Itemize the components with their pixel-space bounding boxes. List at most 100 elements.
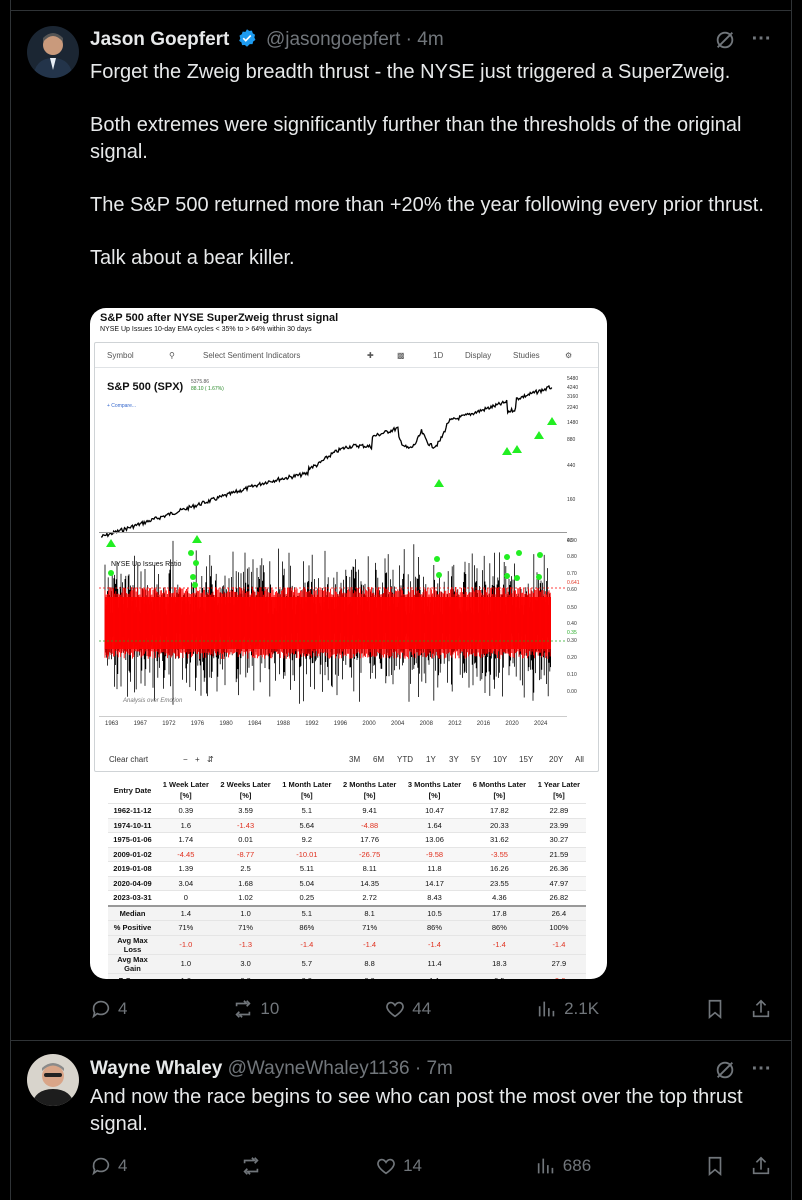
osc-axis-label: 0.40 — [567, 621, 577, 627]
heart-icon — [377, 1158, 395, 1175]
table-cell: 30.27 — [531, 832, 586, 847]
table-cell: 8.11 — [337, 861, 403, 876]
spx-price-line — [100, 384, 553, 538]
table-cell: 11.4 — [402, 953, 467, 973]
signal-marker — [512, 445, 522, 453]
range-button[interactable]: All — [575, 755, 584, 764]
repost-button[interactable]: 10 — [232, 998, 279, 1020]
more-options-icon[interactable]: ··· — [751, 1058, 772, 1080]
views-button[interactable]: 2.1K — [536, 998, 599, 1020]
table-cell: 18.3 — [466, 953, 532, 973]
reply-time[interactable]: 7m — [426, 1058, 453, 1079]
range-button[interactable]: 3Y — [449, 755, 459, 764]
table-cell: 3.04 — [156, 875, 215, 891]
year-tick-label: 2024 — [534, 721, 548, 727]
post-paragraph: Talk about a bear killer. — [90, 247, 295, 269]
verified-badge-icon — [237, 28, 257, 54]
table-cell: 8.43 — [402, 890, 467, 906]
range-button[interactable]: 20Y — [549, 755, 564, 764]
grok-icon[interactable] — [714, 29, 736, 51]
attached-chart-image[interactable]: S&P 500 after NYSE SuperZweig thrust sig… — [90, 308, 607, 979]
author-avatar[interactable] — [27, 26, 79, 78]
osc-axis-label: 0.80 — [567, 554, 577, 560]
repost-button[interactable] — [240, 1155, 262, 1177]
studies-menu[interactable]: Studies — [513, 351, 540, 360]
like-count: 44 — [412, 999, 432, 1018]
fit-icon[interactable]: ⇵ — [207, 755, 214, 764]
price-axis-label: 3160 — [567, 394, 579, 400]
author-name[interactable]: Jason Goepfert — [90, 29, 230, 50]
range-button[interactable]: YTD — [397, 755, 413, 764]
summary-row: Avg Max Gain 1.0 3.0 5.7 8.8 11.4 18.3 27.9 — [108, 953, 586, 973]
reply-author-handle[interactable]: @WayneWhaley1136 — [227, 1058, 410, 1079]
spx-label: S&P 500 (SPX) — [107, 381, 184, 393]
table-cell: -1.4 — [337, 934, 403, 954]
table-cell: 71% — [337, 920, 403, 935]
chart-type-icon[interactable]: ▩ — [397, 351, 405, 360]
views-button[interactable]: 686 — [535, 1155, 591, 1177]
table-cell: -1.0 — [156, 934, 215, 954]
reply-count: 4 — [118, 999, 128, 1018]
reply-button[interactable]: 4 — [90, 1155, 127, 1177]
symbol-field[interactable]: Symbol — [107, 351, 134, 360]
search-icon[interactable]: ⚲ — [169, 351, 175, 360]
pane-divider — [99, 532, 567, 533]
chart-title: S&P 500 after NYSE SuperZweig thrust sig… — [100, 312, 339, 324]
zoom-out-icon[interactable]: − — [183, 755, 188, 764]
stats-table: Entry Date 1 Week Later [%] 2 Weeks Later … — [108, 777, 586, 979]
separator-dot: · — [414, 1058, 422, 1079]
post-header: Jason Goepfert @jasongoepfert · 4m — [90, 28, 444, 54]
zoom-in-icon[interactable]: + — [195, 755, 200, 764]
crosshair-icon[interactable]: ✚ — [367, 351, 374, 360]
table-cell: 1.0 — [156, 972, 215, 979]
price-axis-label: 1480 — [567, 420, 579, 426]
bookmark-icon[interactable] — [704, 1155, 726, 1177]
table-row: 2009-01-02 -4.45 -8.77 -10.01 -26.75 -9.58 -3.… — [108, 846, 586, 862]
range-button[interactable]: 10Y — [493, 755, 508, 764]
ratio-red-noise — [104, 587, 551, 659]
more-options-icon[interactable]: ··· — [751, 28, 772, 50]
signal-marker — [192, 535, 202, 543]
post-divider — [10, 1040, 792, 1041]
table-cell: -4.88 — [337, 817, 403, 833]
settings-gear-icon[interactable]: ⚙ — [565, 351, 573, 360]
range-button[interactable]: 3M — [349, 755, 361, 764]
price-axis-label: 5480 — [567, 376, 579, 382]
range-button[interactable]: 15Y — [519, 755, 534, 764]
table-cell: 1.64 — [402, 817, 467, 833]
post-time[interactable]: 4m — [417, 29, 444, 50]
share-icon[interactable] — [750, 998, 772, 1020]
clear-chart-button[interactable]: Clear chart — [109, 755, 149, 764]
indicator-select[interactable]: Select Sentiment Indicators — [203, 351, 301, 360]
compare-link[interactable]: + Compare... — [107, 403, 137, 409]
osc-axis-label: 0.10 — [567, 672, 577, 678]
display-menu[interactable]: Display — [465, 351, 492, 360]
table-header-cell: 1 Month Later [%] — [282, 780, 332, 800]
range-button[interactable]: 6M — [373, 755, 385, 764]
post-top-icons: ··· — [714, 28, 772, 51]
like-count: 14 — [403, 1156, 422, 1175]
table-cell: 71% — [214, 920, 277, 935]
summary-row: Avg Max Loss -1.0 -1.3 -1.4 -1.4 -1.4 -1.4 -1.4 — [108, 934, 586, 954]
post-paragraph: Both extremes were significantly further… — [90, 114, 742, 163]
separator-dot: · — [405, 29, 412, 50]
bookmark-icon[interactable] — [704, 998, 726, 1020]
reply-author-avatar[interactable] — [27, 1054, 79, 1106]
interval-select[interactable]: 1D — [433, 351, 444, 360]
range-button[interactable]: 1Y — [426, 755, 436, 764]
table-cell: 3.59 — [214, 803, 277, 818]
osc-label: NYSE Up Issues Ratio — [111, 561, 182, 568]
table-cell: 86% — [276, 920, 338, 935]
reply-author-name[interactable]: Wayne Whaley — [90, 1058, 223, 1079]
range-bar: Clear chart − + ⇵ 3M 6M YTD 1Y 3Y 5Y 10Y… — [95, 747, 598, 769]
author-handle[interactable]: @jasongoepfert — [265, 29, 401, 50]
share-icon[interactable] — [750, 1155, 772, 1177]
table-cell: -0.6 — [531, 972, 586, 979]
range-button[interactable]: 5Y — [471, 755, 481, 764]
table-cell: 2019-01-08 — [108, 861, 157, 876]
table-cell: 9.41 — [337, 803, 403, 818]
reply-button[interactable]: 4 — [90, 998, 127, 1020]
like-button[interactable]: 44 — [384, 998, 431, 1020]
like-button[interactable]: 14 — [375, 1155, 422, 1177]
grok-icon[interactable] — [714, 1059, 736, 1081]
